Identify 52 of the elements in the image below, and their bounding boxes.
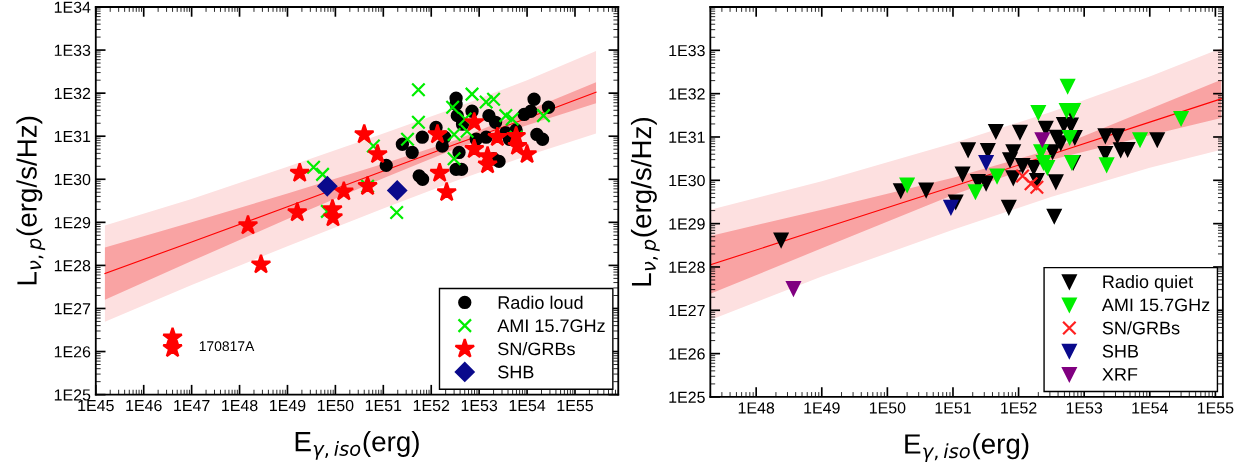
legend-label: Radio loud	[498, 295, 583, 309]
x-axis-title: E$_{γ,iso}$(erg)	[905, 433, 1029, 463]
legend-label: SHB	[1102, 344, 1139, 358]
y-tick-label: 1E28	[669, 261, 705, 273]
y-tick-label: 1E26	[669, 348, 705, 360]
y-tick-label: 1E27	[669, 304, 705, 317]
x-tick-label: 1E50	[869, 402, 906, 414]
x-tick-label: 1E46	[126, 399, 162, 412]
x-tick-label: 1E48	[222, 399, 258, 412]
y-tick-label: 1E31	[54, 130, 91, 143]
legend-label: AMI 15.7GHz	[497, 319, 605, 333]
y-tick-label: 1E29	[54, 216, 91, 229]
legend-label: XRF	[1102, 368, 1138, 381]
x-tick-label: 1E47	[174, 400, 210, 412]
x-tick-label: 1E48	[738, 402, 775, 414]
legend-label: SN/GRBs	[498, 341, 575, 356]
legend-label: SHB	[498, 365, 534, 379]
y-tick-label: 1E31	[669, 131, 705, 143]
y-tick-label: 1E33	[54, 44, 91, 57]
y-tick-label: 1E27	[54, 303, 91, 315]
x-tick-label: 1E55	[557, 400, 593, 412]
y-tick-label: 1E30	[669, 174, 705, 187]
x-tick-label: 1E49	[270, 399, 306, 412]
x-tick-label: 1E51	[935, 402, 971, 414]
x-tick-label: 1E49	[804, 402, 840, 414]
y-tick-label: 1E34	[54, 1, 91, 13]
legend-label: SN/GRBs	[1102, 321, 1180, 335]
y-tick-label: 1E25	[54, 389, 91, 401]
y-tick-label: 1E30	[54, 173, 91, 186]
x-tick-label: 1E52	[1001, 402, 1037, 414]
y-tick-label: 1E25	[669, 391, 705, 403]
y-tick-label: 1E28	[54, 260, 91, 272]
x-tick-label: 1E54	[509, 400, 546, 412]
x-tick-label: 1E53	[1066, 402, 1103, 414]
legend-label: AMI 15.7GHz	[1101, 298, 1210, 312]
y-tick-label: 1E29	[669, 218, 705, 230]
y-tick-label: 1E32	[669, 88, 705, 100]
x-tick-label: 1E54	[1132, 402, 1168, 414]
y-tick-label: 1E33	[669, 44, 705, 57]
x-tick-label: 1E53	[461, 399, 498, 412]
x-tick-label: 1E52	[413, 399, 450, 412]
x-tick-label: 1E50	[317, 399, 354, 412]
legend-label: Radio quiet	[1103, 274, 1194, 292]
x-tick-label: 1E55	[1197, 402, 1234, 414]
y-axis-title: L$_{ν,p}$(erg/s/Hz)	[16, 116, 46, 285]
x-tick-label: 1E51	[365, 400, 402, 412]
y-tick-label: 1E26	[54, 346, 91, 358]
x-axis-title: E$_{γ,iso}$(erg)	[295, 431, 419, 460]
annotation: 170817A	[199, 341, 255, 352]
y-axis-title: L$_{ν,p}$(erg/s/Hz)	[630, 117, 660, 286]
y-tick-label: 1E32	[54, 87, 91, 100]
x-tick-label: 1E45	[78, 400, 114, 412]
